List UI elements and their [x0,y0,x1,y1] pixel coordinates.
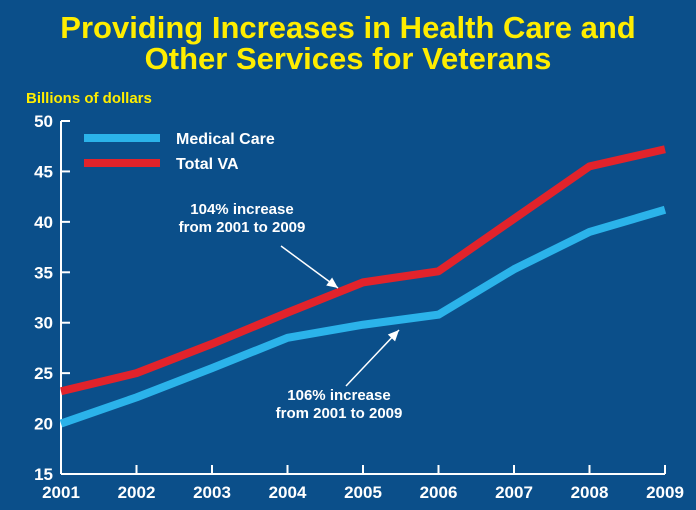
y-tick-label: 35 [34,263,53,282]
y-tick-label: 15 [34,465,53,484]
annotation-text: from 2001 to 2009 [179,219,306,236]
legend-label: Total VA [176,156,239,173]
annotation-arrowhead [387,330,399,342]
y-tick-label: 30 [34,314,53,333]
chart-title-line-2: Other Services for Veterans [144,41,552,76]
annotation-text: 106% increase [287,387,390,404]
x-tick-label: 2008 [571,483,609,502]
series-lines [59,145,667,428]
y-tick-label: 25 [34,364,53,383]
tick-labels: 15 20 25 30 35 40 45 50 2001 2002 2003 2004 2005 2006… [34,112,684,502]
x-tick-label: 2006 [420,483,458,502]
annotation-arrowhead [326,277,338,288]
x-tick-label: 2002 [118,483,156,502]
y-axis-label: Billions of dollars [26,90,152,107]
series-line-total-va [60,145,666,396]
x-tick-label: 2003 [193,483,231,502]
annotation-text: 104% increase [190,201,293,218]
chart-title: Providing Increases in Health Care and O… [0,12,696,74]
y-tick-label: 50 [34,112,53,131]
legend-label: Medical Care [176,131,275,148]
legend: Medical Care Total VA [84,131,275,173]
annotation-text: from 2001 to 2009 [276,405,403,422]
x-tick-label: 2007 [495,483,533,502]
x-tick-label: 2005 [344,483,382,502]
series-line-medical-care [59,205,667,428]
y-tick-label: 20 [34,415,53,434]
annotation-arrow [280,245,339,289]
y-tick-label: 45 [34,162,53,181]
chart-title-line-1: Providing Increases in Health Care and [60,10,636,45]
annotation-arrow [345,329,400,387]
y-tick-label: 40 [34,213,53,232]
x-tick-label: 2004 [269,483,307,502]
x-tick-label: 2009 [646,483,684,502]
x-tick-label: 2001 [42,483,80,502]
